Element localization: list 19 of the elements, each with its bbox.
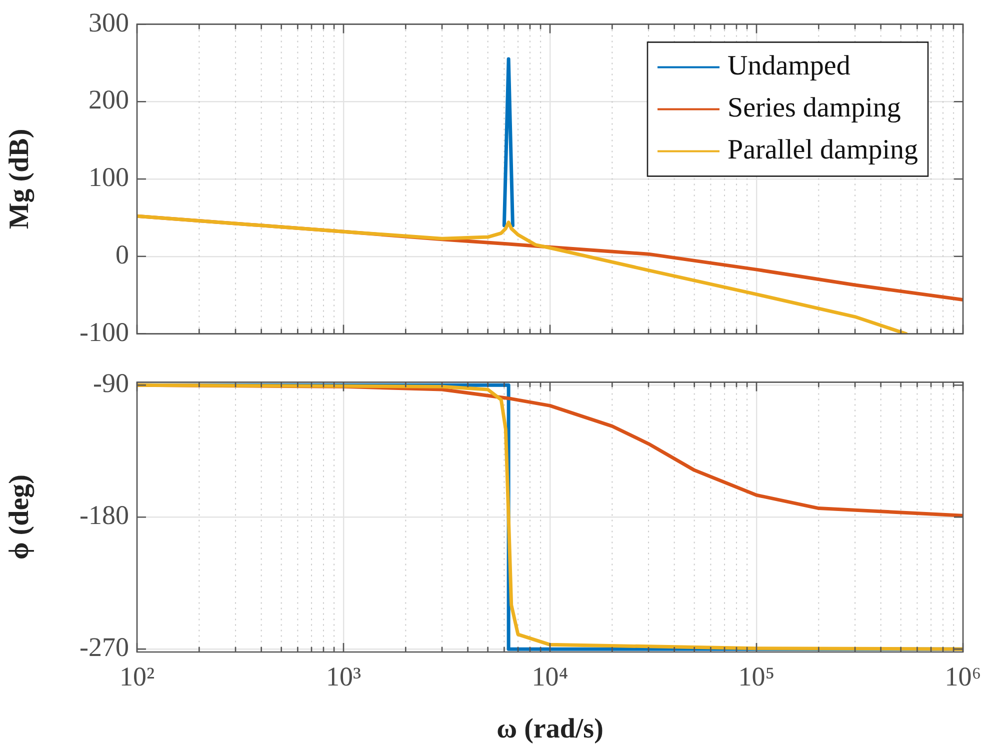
y-tick-label: -90 [93,368,129,398]
y-tick-label: 200 [88,84,129,115]
y-axis-title: Mg (dB) [4,128,36,230]
x-tick-label: 10⁶ [944,661,982,692]
x-tick-label: 10⁴ [532,661,568,692]
y-tick-label: 0 [116,239,129,270]
x-axis-title: ω (rad/s) [496,713,604,744]
x-tick-label: 10⁵ [738,661,775,692]
y-tick-label: 300 [88,7,129,38]
y-tick-label: 100 [88,162,129,192]
y-axis-title: ϕ (deg) [4,474,36,560]
y-tick-label: -180 [80,500,129,530]
legend-label: Undamped [727,50,850,82]
y-tick-label: -270 [80,632,129,662]
legend-label: Parallel damping [727,134,918,166]
x-tick-label: 10³ [326,661,362,692]
x-tick-label: 10² [119,661,155,692]
y-tick-label: -100 [80,316,129,347]
legend-label: Series damping [727,92,901,124]
